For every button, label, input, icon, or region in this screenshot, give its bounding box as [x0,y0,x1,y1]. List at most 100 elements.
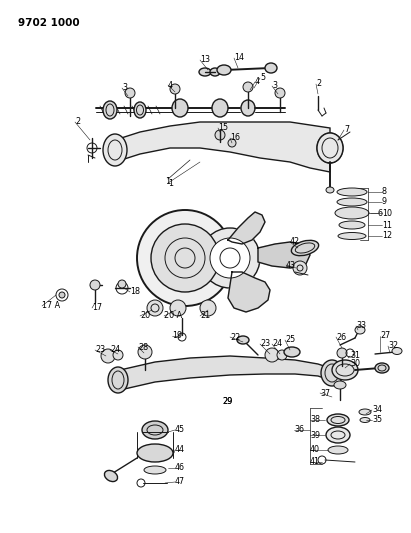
Ellipse shape [172,99,188,117]
Ellipse shape [327,414,349,426]
Circle shape [118,280,126,288]
Text: 20: 20 [140,311,150,320]
Text: 43: 43 [286,261,296,270]
Text: 8: 8 [382,188,387,197]
Polygon shape [120,356,330,390]
Ellipse shape [359,409,371,415]
Ellipse shape [144,466,166,474]
Text: 44: 44 [175,446,185,455]
Text: 37: 37 [320,389,330,398]
Ellipse shape [241,100,255,116]
Text: 38: 38 [310,416,320,424]
Text: 30: 30 [350,359,360,368]
Text: 5: 5 [260,74,265,83]
Ellipse shape [142,421,168,439]
Circle shape [265,348,279,362]
Text: 36: 36 [294,425,304,434]
Ellipse shape [237,336,249,344]
Ellipse shape [137,444,173,462]
Circle shape [101,349,115,363]
Ellipse shape [317,133,343,163]
Ellipse shape [199,68,211,76]
Text: 34: 34 [372,406,382,415]
Ellipse shape [104,471,118,482]
Ellipse shape [284,347,300,357]
Text: 35: 35 [372,416,382,424]
Ellipse shape [103,134,127,166]
Ellipse shape [334,381,346,389]
Ellipse shape [108,367,128,393]
Ellipse shape [291,240,319,256]
Text: 23: 23 [260,340,270,349]
Ellipse shape [332,360,358,380]
Ellipse shape [134,102,146,118]
Circle shape [200,300,216,316]
Text: 26: 26 [336,333,346,342]
Ellipse shape [339,221,365,229]
Text: 32: 32 [388,342,398,351]
Ellipse shape [337,198,367,206]
Circle shape [200,228,260,288]
Text: 2: 2 [316,79,321,88]
Text: 20 A: 20 A [164,311,182,320]
Text: 47: 47 [175,478,185,487]
Circle shape [90,280,100,290]
Polygon shape [228,212,265,244]
Text: 2: 2 [75,117,80,126]
Text: 17: 17 [92,303,102,312]
Ellipse shape [217,65,231,75]
Ellipse shape [360,417,370,423]
Ellipse shape [375,363,389,373]
Ellipse shape [212,99,228,117]
Ellipse shape [355,326,365,334]
Polygon shape [228,272,270,312]
Text: 9: 9 [382,198,387,206]
Text: 14: 14 [234,53,244,62]
Polygon shape [115,122,330,172]
Text: 24: 24 [110,345,120,354]
Text: 42: 42 [290,238,300,246]
Text: 18: 18 [130,287,140,296]
Circle shape [215,130,225,140]
Text: 10: 10 [382,208,392,217]
Circle shape [210,238,250,278]
Text: 21: 21 [200,311,210,320]
Ellipse shape [326,187,334,193]
Circle shape [228,139,236,147]
Ellipse shape [328,446,348,454]
Text: 27: 27 [380,332,390,341]
Circle shape [138,345,152,359]
Ellipse shape [392,348,402,354]
Circle shape [275,88,285,98]
Text: 28: 28 [138,343,148,351]
Circle shape [170,300,186,316]
Circle shape [170,84,180,94]
Circle shape [243,82,253,92]
Text: 19: 19 [172,332,182,341]
Text: 4: 4 [168,80,173,90]
Circle shape [337,348,347,358]
Text: 11: 11 [382,221,392,230]
Text: 23: 23 [95,345,105,354]
Polygon shape [258,242,310,268]
Ellipse shape [337,188,367,196]
Text: 41: 41 [310,457,320,466]
Circle shape [137,210,233,306]
Text: 9702 1000: 9702 1000 [18,18,80,28]
Text: 24: 24 [272,340,282,349]
Ellipse shape [335,207,369,219]
Text: 15: 15 [218,124,228,133]
Ellipse shape [265,63,277,73]
Circle shape [59,292,65,298]
Ellipse shape [317,133,343,163]
Text: 40: 40 [310,446,320,455]
Text: 29: 29 [222,398,233,407]
Ellipse shape [103,101,117,119]
Text: 13: 13 [200,55,210,64]
Text: 16: 16 [230,133,240,142]
Circle shape [277,350,287,360]
Circle shape [293,261,307,275]
Text: 1: 1 [168,179,173,188]
Text: 39: 39 [310,431,320,440]
Circle shape [125,88,135,98]
